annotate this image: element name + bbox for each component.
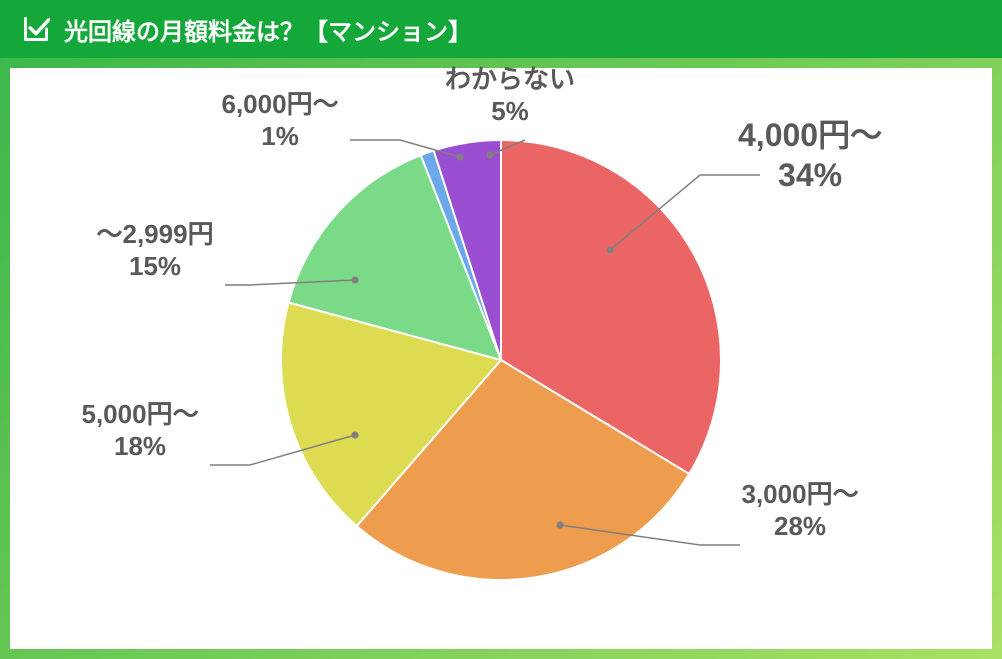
slice-label: 3,000円〜28%	[742, 478, 859, 543]
leader-dot	[487, 152, 494, 159]
leader-dot	[607, 247, 614, 254]
slice-label-line1: 6,000円〜	[222, 88, 339, 121]
leader-dot	[352, 432, 359, 439]
leader-dot	[457, 154, 464, 161]
header: 光回線の月額料金は？【マンション】	[0, 0, 1002, 58]
container: 光回線の月額料金は？【マンション】 4,000円〜34% 3,000円〜28% 5,…	[0, 0, 1002, 659]
slice-label-line2: 1%	[222, 120, 339, 153]
slice-label-line1: 3,000円〜	[742, 478, 859, 511]
slice-label-line1: 〜2,999円	[97, 218, 214, 251]
slice-label: 5,000円〜18%	[82, 398, 199, 463]
slice-label: わからない5%	[445, 63, 575, 128]
check-icon	[22, 15, 50, 43]
leader-dot	[352, 277, 359, 284]
slice-label-line2: 28%	[742, 510, 859, 543]
page-title: 光回線の月額料金は？【マンション】	[64, 12, 472, 47]
slice-label-line2: 5%	[445, 95, 575, 128]
leader-dot	[557, 522, 564, 529]
slice-label-line2: 18%	[82, 430, 199, 463]
slice-label: 4,000円〜34%	[738, 115, 882, 195]
slice-label-line2: 15%	[97, 250, 214, 283]
chart-area: 4,000円〜34% 3,000円〜28% 5,000円〜18% 〜2,999円15%…	[10, 68, 992, 649]
slice-label-line1: 5,000円〜	[82, 398, 199, 431]
slice-label: 6,000円〜1%	[222, 88, 339, 153]
slice-label: 〜2,999円15%	[97, 218, 214, 283]
slice-label-line1: 4,000円〜	[738, 115, 882, 155]
slice-label-line2: 34%	[738, 155, 882, 195]
slice-label-line1: わからない	[445, 63, 575, 96]
